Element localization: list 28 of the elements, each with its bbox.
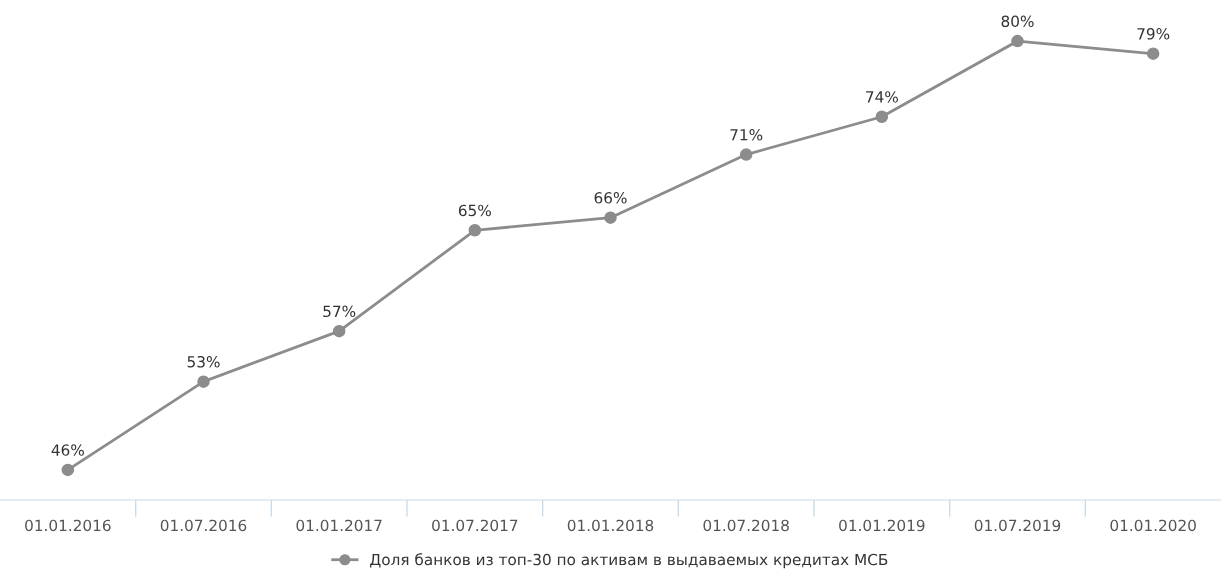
legend-label: Доля банков из топ-30 по активам в выдаваемых кредитах МСБ xyxy=(370,553,888,569)
point xyxy=(875,110,889,124)
point xyxy=(1146,47,1160,60)
x-tick-label: 01.01.2016 xyxy=(25,519,111,532)
x-tick-label: 01.01.2017 xyxy=(296,519,382,532)
x-tick-label: 01.01.2019 xyxy=(839,519,925,532)
data-label: 57% xyxy=(323,305,356,318)
data-label: 66% xyxy=(594,192,627,204)
x-tick-label: 01.07.2017 xyxy=(432,519,518,532)
x-tick-label: 01.07.2019 xyxy=(974,519,1061,532)
data-label: 79% xyxy=(1137,28,1170,40)
point xyxy=(197,375,210,388)
point xyxy=(332,324,346,338)
point xyxy=(604,211,617,224)
data-label: 65% xyxy=(458,204,491,217)
data-label: 80% xyxy=(1001,15,1034,28)
point xyxy=(468,224,482,237)
x-tick-label: 01.07.2016 xyxy=(160,519,247,532)
point xyxy=(739,148,753,161)
x-tick-label: 01.07.2018 xyxy=(703,519,789,532)
point xyxy=(1011,34,1024,48)
data-label: 74% xyxy=(866,91,898,103)
x-tick-label: 01.01.2018 xyxy=(567,519,654,532)
data-label: 71% xyxy=(730,128,763,141)
point xyxy=(61,463,75,477)
data-label: 46% xyxy=(51,444,84,456)
x-tick-label: 01.01.2020 xyxy=(1110,519,1196,532)
data-label: 53% xyxy=(187,356,220,368)
